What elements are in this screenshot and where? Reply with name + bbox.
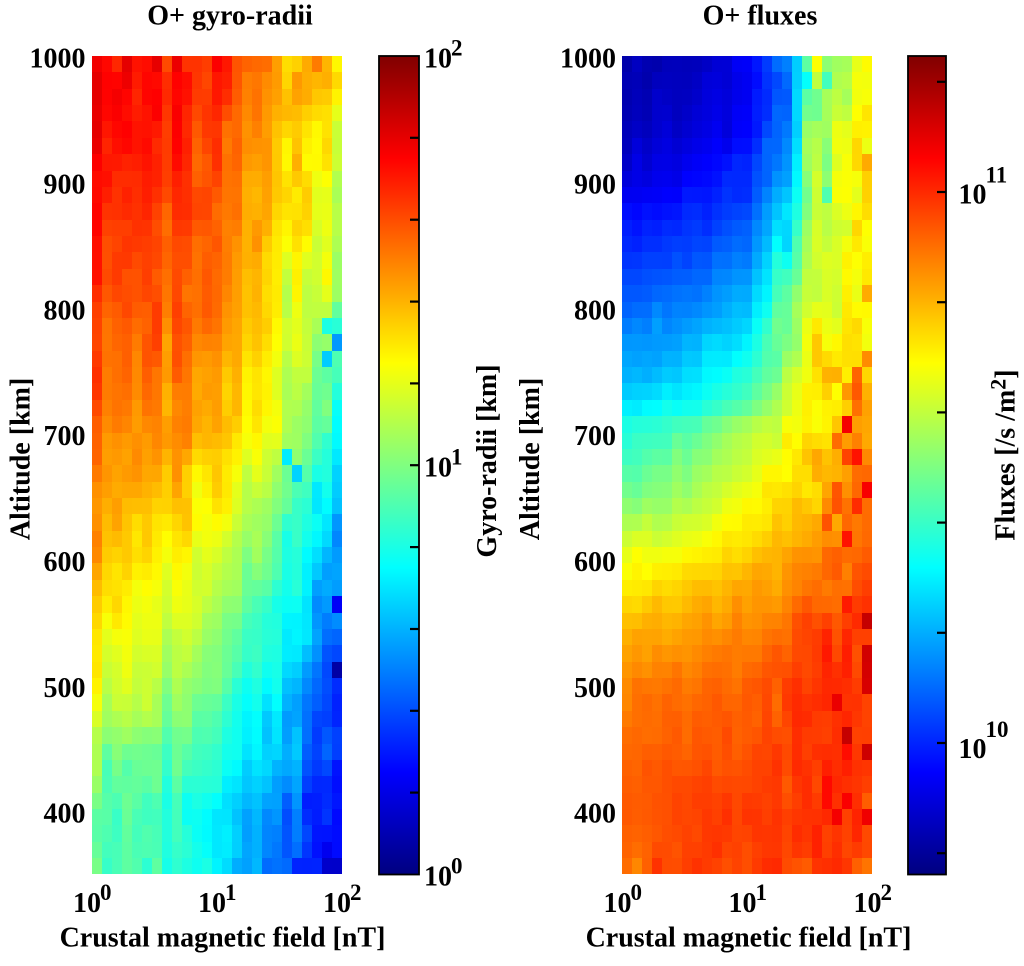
svg-text:Altitude [km]: Altitude [km] bbox=[5, 378, 36, 541]
svg-text:900: 900 bbox=[574, 170, 616, 201]
svg-text:700: 700 bbox=[44, 421, 86, 452]
svg-text:1: 1 bbox=[756, 880, 768, 905]
svg-text:500: 500 bbox=[574, 673, 616, 704]
svg-text:Gyro-radii [km]: Gyro-radii [km] bbox=[472, 364, 503, 557]
svg-text:0: 0 bbox=[451, 854, 463, 879]
svg-text:900: 900 bbox=[44, 170, 86, 201]
svg-text:Crustal magnetic field [nT]: Crustal magnetic field [nT] bbox=[60, 923, 386, 954]
svg-text:10: 10 bbox=[198, 888, 226, 919]
svg-text:10: 10 bbox=[959, 179, 987, 210]
svg-text:2: 2 bbox=[881, 880, 893, 905]
svg-text:400: 400 bbox=[574, 799, 616, 830]
svg-text:700: 700 bbox=[574, 421, 616, 452]
svg-text:1: 1 bbox=[225, 880, 237, 905]
svg-text:10: 10 bbox=[959, 734, 987, 765]
svg-text:1000: 1000 bbox=[30, 44, 86, 75]
svg-text:400: 400 bbox=[44, 799, 86, 830]
svg-text:O+ gyro-radii: O+ gyro-radii bbox=[147, 1, 313, 32]
svg-text:10: 10 bbox=[323, 888, 351, 919]
svg-text:2: 2 bbox=[451, 35, 463, 60]
svg-text:10: 10 bbox=[729, 888, 757, 919]
svg-text:2: 2 bbox=[350, 880, 362, 905]
svg-text:1000: 1000 bbox=[560, 44, 616, 75]
svg-text:800: 800 bbox=[574, 295, 616, 326]
svg-text:10: 10 bbox=[424, 43, 452, 74]
svg-text:11: 11 bbox=[986, 162, 1008, 187]
svg-text:10: 10 bbox=[424, 862, 452, 893]
svg-text:500: 500 bbox=[44, 673, 86, 704]
svg-text:1: 1 bbox=[451, 444, 463, 469]
svg-text:10: 10 bbox=[854, 888, 882, 919]
svg-text:Altitude [km]: Altitude [km] bbox=[515, 378, 546, 541]
svg-text:600: 600 bbox=[44, 547, 86, 578]
svg-text:600: 600 bbox=[574, 547, 616, 578]
svg-text:10: 10 bbox=[986, 717, 1009, 742]
svg-text:0: 0 bbox=[631, 880, 643, 905]
svg-text:O+ fluxes: O+ fluxes bbox=[703, 1, 818, 32]
svg-text:0: 0 bbox=[100, 880, 112, 905]
svg-text:10: 10 bbox=[424, 452, 452, 483]
svg-text:10: 10 bbox=[604, 888, 632, 919]
svg-text:Fluxes [/s /m2]: Fluxes [/s /m2] bbox=[986, 369, 1022, 540]
svg-text:Crustal magnetic field [nT]: Crustal magnetic field [nT] bbox=[586, 923, 912, 954]
svg-text:800: 800 bbox=[44, 295, 86, 326]
svg-text:10: 10 bbox=[73, 888, 101, 919]
